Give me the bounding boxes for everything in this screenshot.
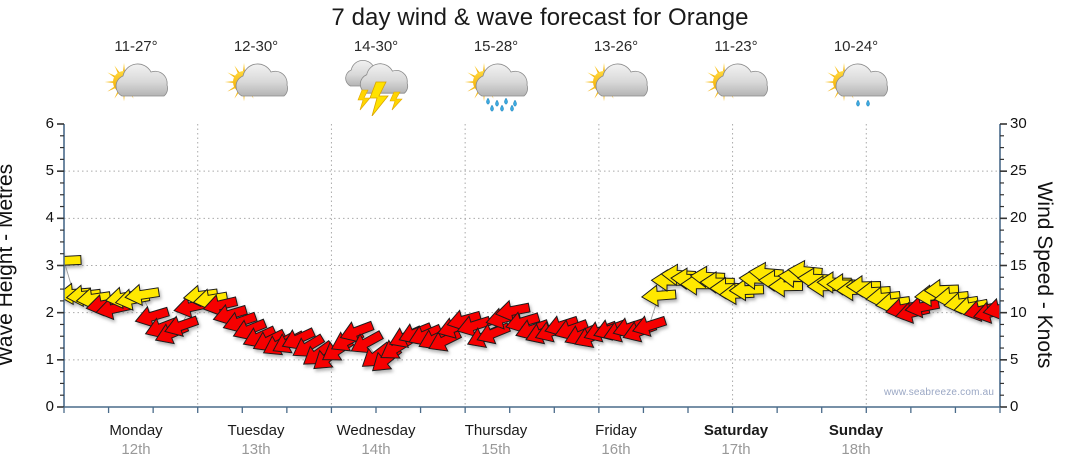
sun-cloud-icon (76, 58, 196, 116)
right-tick-label: 20 (1010, 209, 1027, 227)
temperature-range: 14-30° (353, 38, 399, 55)
plot-area (64, 124, 1000, 407)
day-header-thursday: 15-28° (436, 38, 556, 116)
day-name: Sunday (828, 422, 884, 439)
left-axis-title: Wave Height - Metres (0, 163, 17, 367)
wind-arrow-series (64, 124, 1000, 407)
right-tick-label: 25 (1010, 162, 1027, 180)
left-tick-label: 0 (45, 398, 54, 415)
sun-cloud-rain-icon (436, 58, 556, 116)
temperature-range: 15-28° (473, 38, 519, 55)
right-tick-label: 30 (1010, 115, 1027, 132)
day-footer-tuesday: Tuesday 13th (196, 421, 316, 460)
left-tick-label: 4 (45, 209, 54, 227)
day-name: Wednesday (336, 422, 416, 439)
sun-cloud-icon (196, 58, 316, 116)
day-name: Saturday (703, 422, 769, 439)
day-footer-friday: Friday 16th (556, 421, 676, 460)
day-name: Tuesday (227, 422, 285, 439)
sun-cloud-icon (676, 58, 796, 116)
temperature-range: 11-23° (714, 38, 758, 55)
day-date: 18th (841, 441, 871, 458)
day-name: Friday (595, 422, 637, 439)
day-footer-sunday: Sunday 18th (796, 421, 916, 460)
day-footer-saturday: Saturday 17th (676, 421, 796, 460)
left-tick-label: 6 (45, 115, 54, 132)
right-tick-label: 10 (1010, 303, 1027, 321)
sun-cloud-icon (556, 58, 676, 116)
wind-arrow (164, 315, 200, 337)
day-header-wednesday: 14-30° (316, 38, 436, 117)
day-date: 12th (121, 441, 151, 458)
left-tick-label: 2 (45, 303, 54, 321)
day-footer-monday: Monday 12th (76, 421, 196, 460)
day-footer-wednesday: Wednesday 14th (316, 421, 436, 460)
right-tick-label: 0 (1010, 398, 1019, 415)
day-header-tuesday: 12-30° (196, 38, 316, 116)
day-date: 15th (481, 441, 511, 458)
day-date: 16th (601, 441, 631, 458)
thunderstorm-icon (316, 58, 436, 117)
wind-arrow (124, 283, 161, 307)
temperature-range: 11-27° (114, 38, 158, 55)
page-title: 7 day wind & wave forecast for Orange (331, 4, 749, 31)
wind-arrow (640, 284, 677, 308)
wind-arrow (631, 315, 668, 338)
temperature-range: 12-30° (233, 38, 279, 55)
day-name: Monday (109, 422, 163, 439)
sun-cloud-light-rain-icon (796, 58, 916, 116)
day-header-monday: 11-27° (76, 38, 196, 116)
temperature-range: 10-24° (833, 38, 879, 55)
day-header-sunday: 10-24° (796, 38, 916, 116)
temperature-range: 13-26° (593, 38, 639, 55)
day-header-saturday: 11-23° (676, 38, 796, 116)
day-date: 13th (241, 441, 271, 458)
right-tick-label: 15 (1010, 256, 1027, 274)
day-header-friday: 13-26° (556, 38, 676, 116)
left-tick-label: 5 (45, 162, 54, 180)
day-name: Thursday (464, 422, 528, 439)
left-tick-label: 3 (45, 256, 54, 274)
day-date: 17th (721, 441, 751, 458)
right-tick-label: 5 (1010, 350, 1019, 368)
wind-arrow (982, 297, 1000, 321)
day-date: 14th (361, 441, 391, 458)
left-tick-label: 1 (45, 350, 54, 368)
watermark: www.seabreeze.com.au (884, 387, 995, 398)
day-footer-thursday: Thursday 15th (436, 421, 556, 460)
